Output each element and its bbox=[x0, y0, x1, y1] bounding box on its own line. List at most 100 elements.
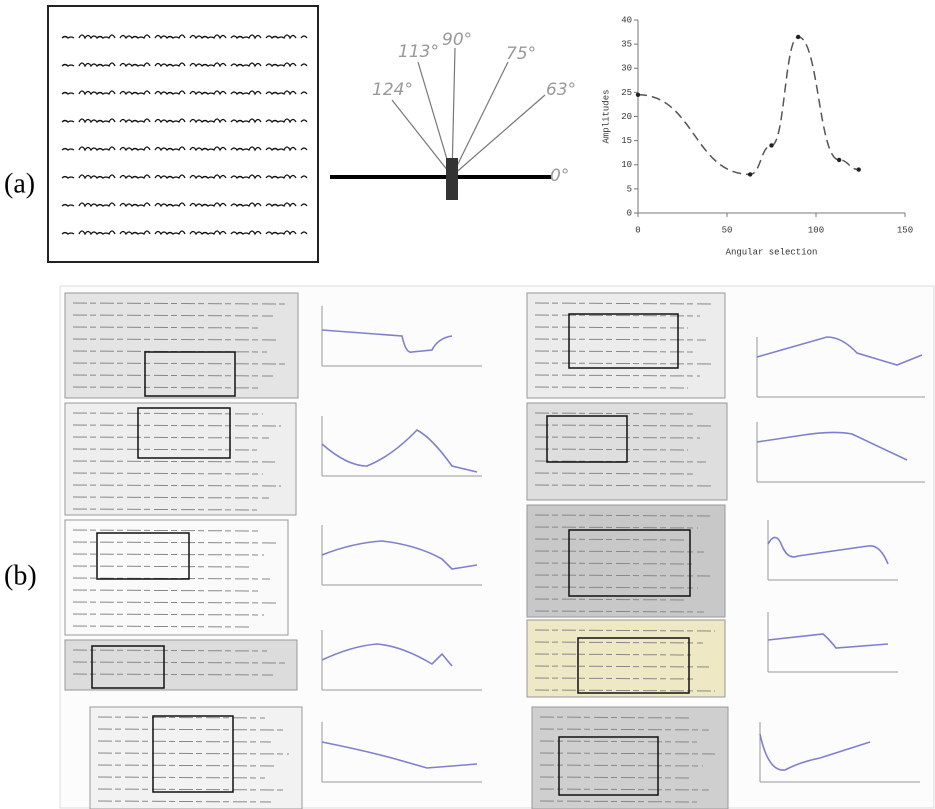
x-tick-label: 100 bbox=[808, 225, 824, 235]
script-stroke bbox=[72, 314, 274, 317]
script-stroke bbox=[534, 653, 692, 656]
script-stroke bbox=[72, 649, 268, 652]
script-stroke bbox=[534, 629, 716, 632]
angle-label: 113° bbox=[398, 42, 439, 62]
script-stroke bbox=[72, 472, 264, 475]
document-thumbnail bbox=[89, 706, 303, 809]
script-stroke bbox=[72, 448, 258, 451]
script-stroke bbox=[534, 598, 687, 601]
script-stroke bbox=[534, 677, 698, 680]
document-thumbnail bbox=[531, 706, 729, 809]
script-stroke bbox=[72, 386, 262, 389]
selection-box bbox=[96, 532, 190, 580]
y-tick-label: 40 bbox=[621, 15, 632, 25]
script-stroke bbox=[72, 350, 268, 353]
script-stroke bbox=[534, 526, 699, 529]
script-stroke bbox=[97, 764, 278, 767]
script-stroke bbox=[97, 788, 284, 791]
script-stroke bbox=[72, 529, 259, 532]
handwriting-line bbox=[61, 118, 308, 124]
script-stroke bbox=[534, 386, 689, 389]
script-stroke bbox=[539, 740, 698, 743]
script-stroke bbox=[72, 362, 286, 365]
y-tick-label: 0 bbox=[627, 208, 632, 218]
script-stroke bbox=[539, 800, 698, 803]
document-thumbnail bbox=[64, 402, 297, 516]
y-tick-label: 35 bbox=[621, 40, 632, 50]
data-point bbox=[836, 157, 842, 163]
handwriting-line bbox=[61, 202, 308, 208]
amplitude-chart: 0 5 10 15 20 25 30 35 40 0 50 100 150 Angular selecti… bbox=[601, 15, 913, 257]
script-stroke bbox=[72, 553, 265, 556]
script-stroke bbox=[534, 484, 713, 487]
angle-label: 63° bbox=[546, 80, 576, 100]
script-stroke bbox=[72, 436, 270, 439]
script-stroke bbox=[539, 788, 710, 791]
angle-lines bbox=[391, 47, 546, 177]
script-stroke bbox=[539, 728, 710, 731]
script-stroke bbox=[534, 665, 710, 668]
script-stroke bbox=[72, 673, 274, 676]
script-stroke bbox=[72, 338, 280, 341]
data-point bbox=[635, 92, 641, 97]
data-point bbox=[769, 143, 774, 148]
mini-curve bbox=[321, 643, 453, 667]
script-stroke bbox=[72, 661, 286, 664]
selection-box bbox=[558, 736, 659, 796]
script-stroke bbox=[72, 374, 274, 377]
script-stroke bbox=[534, 538, 687, 541]
script-stroke bbox=[97, 800, 272, 803]
thumbnails bbox=[64, 292, 925, 809]
panel-label: (a) bbox=[4, 168, 35, 199]
document-thumbnail bbox=[526, 504, 726, 618]
selection-box bbox=[577, 637, 690, 694]
selection-box bbox=[144, 351, 236, 397]
script-stroke bbox=[534, 689, 716, 692]
mini-curve bbox=[756, 336, 923, 366]
mini-curve bbox=[759, 733, 871, 771]
handwriting-image bbox=[47, 5, 319, 263]
script-stroke bbox=[72, 601, 277, 604]
script-stroke bbox=[97, 728, 284, 731]
x-tick-label: 150 bbox=[897, 225, 913, 235]
handwriting-line bbox=[61, 146, 308, 152]
script-stroke bbox=[97, 740, 272, 743]
handwriting-line bbox=[61, 90, 308, 96]
script-stroke bbox=[534, 436, 701, 439]
script-stroke bbox=[72, 424, 282, 427]
center-blob bbox=[446, 158, 458, 200]
script-stroke bbox=[72, 412, 264, 415]
script-stroke bbox=[72, 496, 270, 499]
mini-curve bbox=[756, 431, 908, 461]
selection-box bbox=[91, 645, 165, 689]
handwriting-line bbox=[61, 174, 308, 180]
script-stroke bbox=[534, 302, 713, 305]
script-stroke bbox=[539, 764, 704, 767]
script-stroke bbox=[72, 565, 253, 568]
selection-box bbox=[568, 313, 679, 369]
data-line bbox=[637, 36, 859, 176]
document-thumbnail bbox=[64, 519, 289, 636]
y-tick-label: 5 bbox=[627, 184, 632, 194]
script-stroke bbox=[534, 514, 711, 517]
handwriting-line bbox=[61, 62, 308, 68]
document-thumbnail bbox=[526, 619, 726, 698]
script-stroke bbox=[534, 550, 705, 553]
script-stroke bbox=[72, 326, 262, 329]
script-stroke bbox=[72, 613, 265, 616]
script-stroke bbox=[72, 460, 276, 463]
document-thumbnail bbox=[64, 292, 299, 399]
y-tick-label: 15 bbox=[621, 136, 632, 146]
document-thumbnail bbox=[526, 292, 726, 399]
script-stroke bbox=[534, 562, 693, 565]
x-tick-label: 50 bbox=[722, 225, 733, 235]
script-stroke bbox=[534, 326, 689, 329]
script-stroke bbox=[72, 508, 258, 511]
y-tick-label: 30 bbox=[621, 64, 632, 74]
script-stroke bbox=[72, 625, 253, 628]
script-stroke bbox=[97, 776, 266, 779]
script-stroke bbox=[534, 448, 689, 451]
selection-box bbox=[152, 715, 234, 793]
y-axis-label: Amplitudes bbox=[601, 89, 611, 143]
